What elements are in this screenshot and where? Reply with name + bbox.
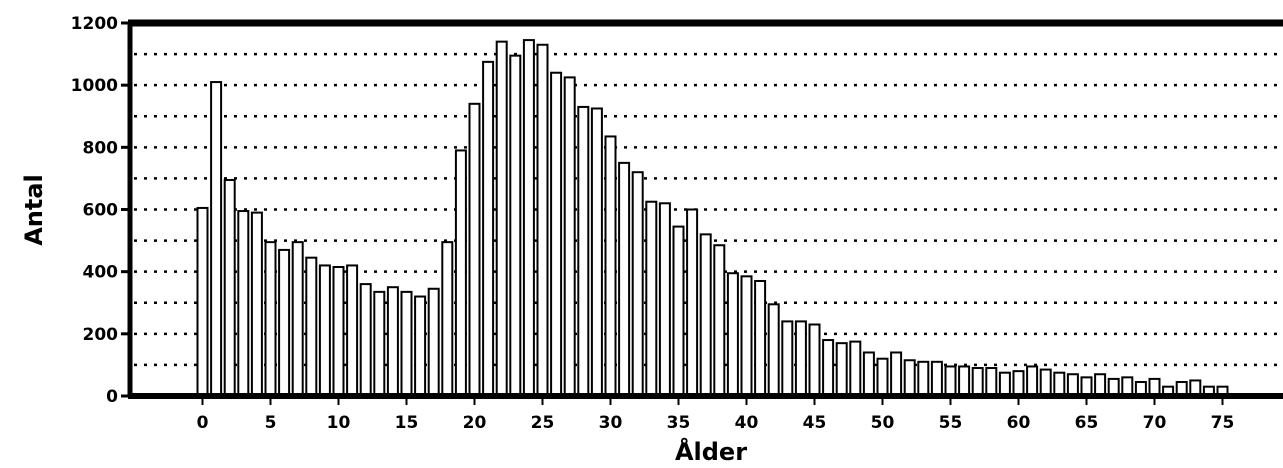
bar [225,180,235,396]
bar [320,265,330,396]
bar [633,172,643,396]
bar [1014,371,1024,396]
x-tick-label: 55 [939,413,963,433]
bar [565,77,575,396]
bar [905,360,915,396]
x-tick-label: 5 [265,413,277,433]
bar [347,265,357,396]
bar [293,242,303,396]
bar [252,213,262,396]
bar [551,73,561,396]
bar [374,292,384,396]
bar [306,258,316,396]
bar [946,366,956,396]
x-tick-label: 20 [463,413,487,433]
bar [660,203,670,396]
x-tick-label: 15 [395,413,419,433]
y-tick-label: 1200 [71,14,118,34]
bar [742,276,752,396]
bar [238,211,248,396]
bar [578,107,588,396]
x-tick-label: 35 [667,413,691,433]
x-tick-label: 10 [327,413,351,433]
bar [619,163,629,396]
bar [279,250,289,396]
y-tick-label: 400 [83,263,119,283]
bars [198,40,1228,396]
bar [891,352,901,396]
bar [837,343,847,396]
bar [1041,370,1051,396]
bar [1068,374,1078,396]
y-tick-label: 600 [83,201,119,221]
bar [442,242,452,396]
bar [402,292,412,396]
bar [769,304,779,396]
bar [701,234,711,396]
bar [755,281,765,396]
bar [782,321,792,396]
y-axis-title: Antal [20,174,48,246]
bar [932,362,942,396]
bar [334,267,344,396]
bar [497,42,507,396]
bar [646,202,656,396]
x-tick-label: 45 [803,413,827,433]
bar [714,245,724,396]
bar [456,150,466,396]
y-tick-label: 1000 [71,76,118,96]
bar [266,242,276,396]
bar [606,136,616,396]
bar [429,289,439,396]
x-axis-title: Ålder [675,437,747,466]
bar [674,227,684,396]
bar [510,56,520,396]
bar [850,342,860,396]
y-ticks: 0 200 400 600 800 1000 1200 [71,14,130,407]
x-tick-label: 25 [531,413,555,433]
x-tick-label: 50 [871,413,895,433]
bar [918,362,928,396]
x-tick-label: 30 [599,413,623,433]
y-tick-label: 0 [106,387,118,407]
y-tick-label: 800 [83,138,119,158]
x-tick-label: 65 [1075,413,1099,433]
bar [687,210,697,397]
bar [1000,373,1010,396]
bar [1054,373,1064,396]
bar [973,368,983,396]
x-tick-label: 75 [1211,413,1235,433]
bar [728,273,738,396]
bar [388,287,398,396]
bar [483,62,493,396]
bar [864,352,874,396]
bar [1027,366,1037,396]
bar [361,284,371,396]
bar [470,104,480,396]
bar [1095,374,1105,396]
x-ticks: 0 5 10 15 20 25 30 35 40 45 50 55 60 65 70 75 [197,399,1235,433]
bar [524,40,534,396]
bar [959,366,969,396]
x-tick-label: 0 [197,413,209,433]
bar [796,321,806,396]
x-tick-label: 40 [735,413,759,433]
bar [592,108,602,396]
y-tick-label: 200 [83,325,119,345]
bar [415,297,425,396]
bar [211,82,221,396]
bar [198,208,208,396]
bar [538,45,548,396]
bar [986,368,996,396]
x-tick-label: 70 [1143,413,1167,433]
bar [878,359,888,396]
bar [810,325,820,396]
bar [823,340,833,396]
x-tick-label: 60 [1007,413,1031,433]
